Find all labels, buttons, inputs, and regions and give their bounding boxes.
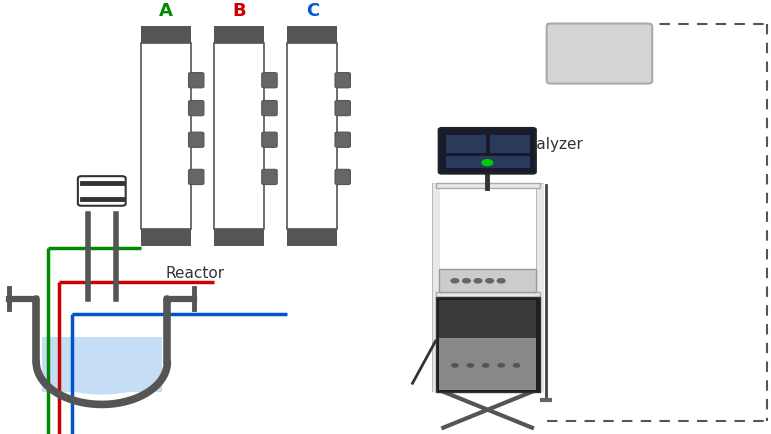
- Bar: [436, 183, 540, 187]
- Circle shape: [497, 279, 505, 283]
- Bar: [490, 135, 530, 153]
- Bar: [214, 26, 264, 43]
- Circle shape: [451, 279, 459, 283]
- Circle shape: [486, 279, 493, 283]
- Circle shape: [474, 279, 482, 283]
- FancyBboxPatch shape: [261, 101, 278, 116]
- Bar: [288, 229, 338, 246]
- Bar: [288, 43, 338, 229]
- Bar: [436, 293, 540, 297]
- Text: Reactor: Reactor: [166, 266, 225, 281]
- Bar: [446, 135, 486, 153]
- Circle shape: [483, 364, 489, 367]
- Bar: [439, 300, 536, 338]
- Bar: [140, 229, 191, 246]
- FancyBboxPatch shape: [188, 101, 204, 116]
- FancyBboxPatch shape: [78, 176, 126, 206]
- FancyBboxPatch shape: [335, 72, 350, 88]
- Circle shape: [513, 364, 520, 367]
- Text: C: C: [305, 2, 319, 20]
- FancyBboxPatch shape: [261, 72, 278, 88]
- Bar: [140, 43, 191, 229]
- FancyBboxPatch shape: [547, 23, 652, 84]
- Bar: [439, 338, 536, 390]
- Text: Raman analyzer: Raman analyzer: [459, 137, 583, 152]
- FancyBboxPatch shape: [188, 169, 204, 184]
- FancyBboxPatch shape: [335, 132, 350, 147]
- Circle shape: [452, 364, 458, 367]
- FancyBboxPatch shape: [439, 128, 536, 174]
- Circle shape: [467, 364, 473, 367]
- FancyBboxPatch shape: [261, 169, 278, 184]
- FancyBboxPatch shape: [188, 72, 204, 88]
- FancyBboxPatch shape: [261, 132, 278, 147]
- Bar: [214, 229, 264, 246]
- Bar: [439, 269, 536, 293]
- Text: B: B: [232, 2, 246, 20]
- Text: A: A: [159, 2, 173, 20]
- Circle shape: [463, 279, 470, 283]
- Bar: [436, 297, 540, 392]
- Bar: [446, 156, 530, 168]
- Bar: [42, 337, 162, 392]
- FancyBboxPatch shape: [335, 169, 350, 184]
- Polygon shape: [42, 371, 162, 394]
- Bar: [214, 43, 264, 229]
- Bar: [288, 26, 338, 43]
- FancyBboxPatch shape: [335, 101, 350, 116]
- Bar: [140, 26, 191, 43]
- Circle shape: [482, 160, 493, 166]
- FancyBboxPatch shape: [188, 132, 204, 147]
- Circle shape: [498, 364, 504, 367]
